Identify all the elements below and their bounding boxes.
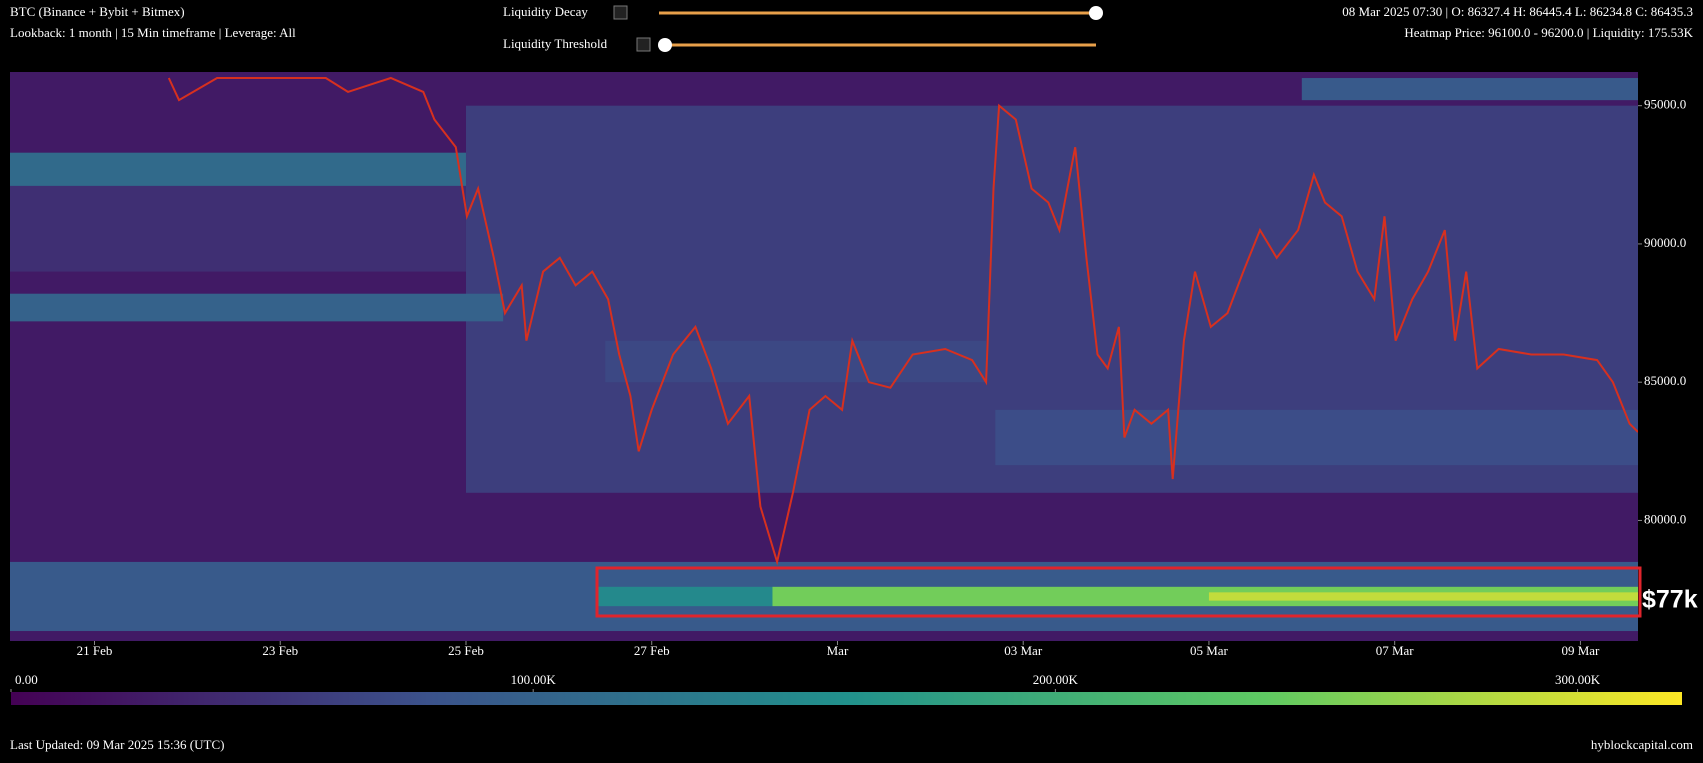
- header-title: BTC (Binance + Bybit + Bitmex): [10, 4, 185, 19]
- annotation: $77k: [1642, 586, 1698, 614]
- heat-cell: [995, 409, 1638, 466]
- x-tick-label: 27 Feb: [634, 643, 670, 658]
- highlight-box: [595, 566, 1642, 618]
- colorbar-tick-label: 0.00: [15, 672, 38, 687]
- site: hyblockcapital.com: [1591, 737, 1693, 752]
- y-tick-label: 85000.0: [1644, 373, 1686, 388]
- plot-area: [10, 72, 1638, 641]
- x-tick-label: 07 Mar: [1376, 643, 1415, 658]
- x-tick-label: 25 Feb: [448, 643, 484, 658]
- x-tick-label: 03 Mar: [1004, 643, 1043, 658]
- axes: 80000.0 85000.0 90000.0 95000.0 21 Feb 23 Feb…: [77, 97, 1687, 658]
- icon: [636, 37, 651, 52]
- threshold-slider[interactable]: [658, 38, 1096, 52]
- header-settings: Lookback: 1 month | 15 Min timeframe | L…: [10, 25, 296, 40]
- y-tick-label: 80000.0: [1644, 511, 1686, 526]
- colorbar-ticks: 0.00 100.00K 200.00K 300.00K: [10, 672, 1601, 692]
- decay-slider[interactable]: [659, 6, 1103, 20]
- heat-cell: [10, 152, 466, 186]
- x-tick-label: Mar: [827, 643, 849, 658]
- heat-cell: [597, 586, 773, 607]
- icon: [613, 5, 628, 20]
- y-tick-label: 95000.0: [1644, 97, 1686, 112]
- price-line: [167, 76, 1638, 566]
- colorbar-tick-label: 100.00K: [511, 672, 557, 687]
- y-tick-label: 90000.0: [1644, 235, 1686, 250]
- x-tick-label: 09 Mar: [1561, 643, 1600, 658]
- x-tick-label: 05 Mar: [1190, 643, 1229, 658]
- last-updated: Last Updated: 09 Mar 2025 15:36 (UTC): [10, 737, 224, 752]
- heat-cell: [605, 340, 987, 383]
- ohlc-info: 08 Mar 2025 07:30 | O: 86327.4 H: 86445.…: [1342, 4, 1693, 19]
- hover-info: Heatmap Price: 96100.0 - 96200.0 | Liqui…: [1404, 25, 1693, 40]
- heat-cell: [1208, 592, 1638, 601]
- x-tick-label: 23 Feb: [262, 643, 298, 658]
- colorbar: [11, 692, 1682, 705]
- heat-cell: [1301, 78, 1638, 101]
- threshold-label: Liquidity Threshold: [503, 36, 608, 51]
- decay-label: Liquidity Decay: [503, 4, 588, 19]
- heat-cell: [10, 293, 504, 322]
- x-tick-label: 21 Feb: [77, 643, 113, 658]
- colorbar-tick-label: 300.00K: [1555, 672, 1601, 687]
- colorbar-tick-label: 200.00K: [1033, 672, 1079, 687]
- slider-thumb[interactable]: [658, 38, 672, 52]
- heat-cell: [772, 586, 1638, 607]
- slider-thumb[interactable]: [1089, 6, 1103, 20]
